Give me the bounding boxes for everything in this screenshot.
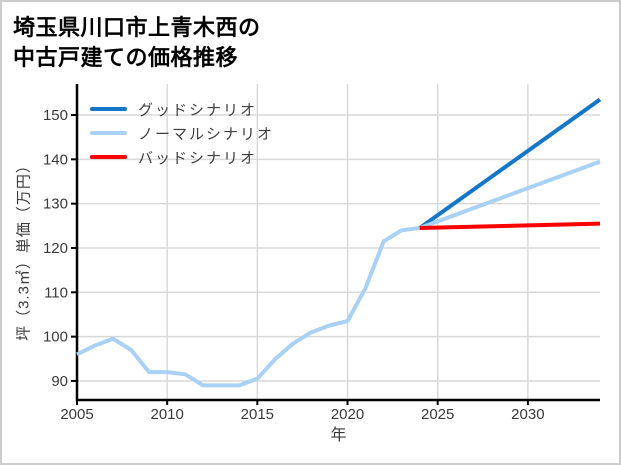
chart-title-line1: 埼玉県川口市上青木西の: [13, 15, 261, 40]
series-bad-scenario: [419, 221, 601, 230]
x-tick-label: 2015: [241, 406, 274, 423]
legend-label: ノーマルシナリオ: [138, 125, 275, 143]
x-tick-label: 2025: [421, 406, 454, 423]
legend-item: バッドシナリオ: [90, 145, 274, 169]
y-tick-label: 130: [43, 196, 68, 213]
legend-item: グッドシナリオ: [90, 97, 274, 121]
y-tick-label: 100: [43, 329, 68, 346]
y-axis-label: 坪（3.3㎡）単価（万円）: [15, 157, 33, 341]
chart-title-line2: 中古戸建ての価格推移: [13, 45, 239, 70]
legend-item: ノーマルシナリオ: [90, 121, 274, 145]
y-tick-label: 150: [43, 107, 68, 124]
x-axis-label: 年: [330, 427, 347, 444]
y-tick-labels: 90 100 110 120 130 140 150: [43, 107, 68, 390]
x-tick-label: 2020: [331, 406, 364, 423]
x-tick-label: 2030: [511, 406, 544, 423]
chart-title: 埼玉県川口市上青木西の 中古戸建ての価格推移: [13, 13, 261, 73]
x-tick-label: 2005: [60, 406, 93, 423]
chart-legend: グッドシナリオ ノーマルシナリオ バッドシナリオ: [90, 97, 274, 169]
y-tick-label: 120: [43, 240, 68, 257]
legend-label: グッドシナリオ: [138, 101, 258, 119]
series-normal-scenario: [419, 159, 601, 230]
series-good-scenario: [418, 97, 602, 230]
y-tick-label: 140: [43, 151, 68, 168]
legend-line-swatch: [90, 154, 127, 160]
tick-marks: [71, 114, 529, 405]
x-tick-label: 2010: [150, 406, 183, 423]
legend-line-swatch: [90, 130, 127, 136]
series-history: [76, 226, 420, 388]
y-tick-label: 90: [51, 373, 68, 390]
legend-line-swatch: [90, 106, 127, 112]
y-tick-label: 110: [44, 284, 68, 301]
x-tick-labels: 2005 2010 2015 2020 2025 2030: [60, 406, 544, 423]
legend-label: バッドシナリオ: [138, 149, 258, 167]
